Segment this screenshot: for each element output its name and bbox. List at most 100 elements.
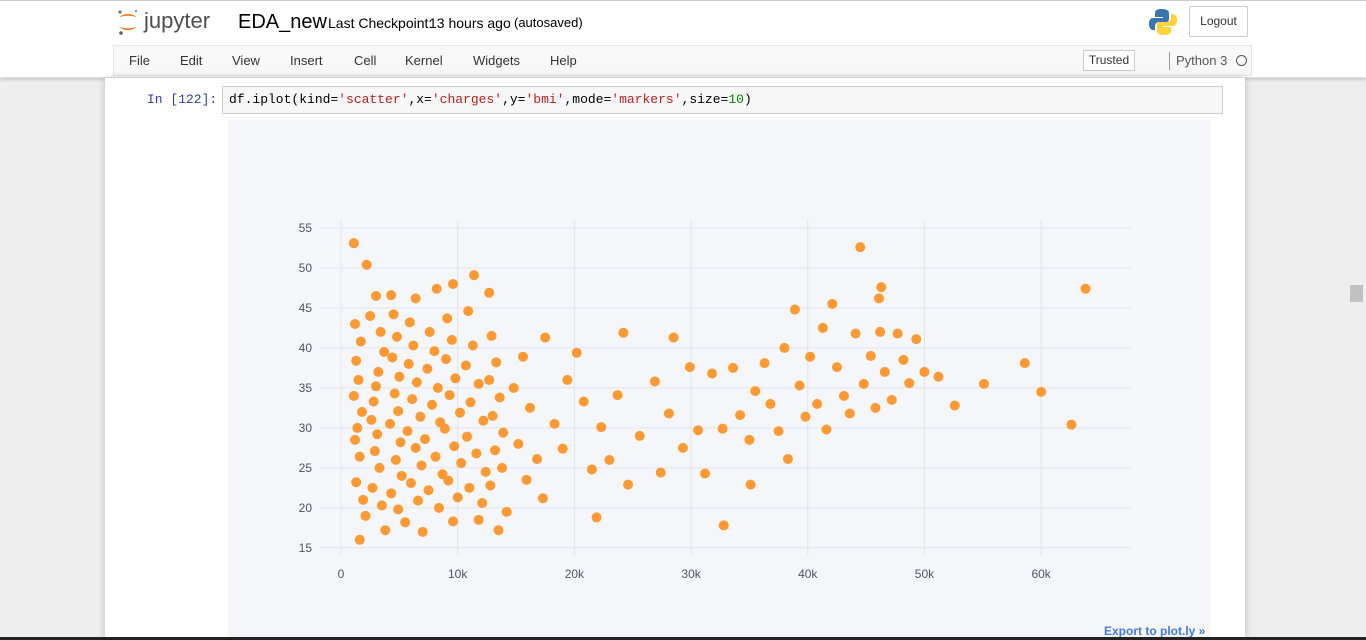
point xyxy=(367,482,378,493)
point xyxy=(393,504,404,515)
point xyxy=(348,390,359,401)
point xyxy=(386,488,397,499)
y-tick-label: 30 xyxy=(299,421,313,435)
menu-item[interactable]: Widgets xyxy=(473,53,520,68)
bottom-bar xyxy=(0,637,1366,640)
point xyxy=(668,332,679,343)
point xyxy=(369,446,380,457)
point xyxy=(374,462,385,473)
point xyxy=(478,415,489,426)
point xyxy=(351,477,362,488)
point xyxy=(1066,419,1077,430)
point xyxy=(361,259,372,270)
point xyxy=(805,351,816,362)
x-tick-label: 60k xyxy=(1031,567,1051,581)
point xyxy=(463,306,474,317)
point xyxy=(911,334,922,345)
point xyxy=(449,441,460,452)
point xyxy=(855,242,866,253)
point xyxy=(870,402,881,413)
point xyxy=(373,366,384,377)
point xyxy=(395,437,406,448)
point xyxy=(700,468,711,479)
checkpoint-time: 13 hours ago xyxy=(429,15,511,31)
point xyxy=(817,322,828,333)
point xyxy=(794,380,805,391)
point xyxy=(892,328,903,339)
point xyxy=(351,355,362,366)
point xyxy=(432,382,443,393)
point xyxy=(422,363,433,374)
point xyxy=(497,462,508,473)
menu-item[interactable]: Cell xyxy=(354,53,377,68)
code-token: ,x= xyxy=(408,92,432,107)
point xyxy=(396,470,407,481)
point xyxy=(612,390,623,401)
point xyxy=(876,282,887,293)
menu-item[interactable]: View xyxy=(232,53,260,68)
menu-item[interactable]: Kernel xyxy=(405,53,443,68)
point xyxy=(469,270,480,281)
point xyxy=(493,525,504,536)
point xyxy=(423,485,434,496)
point xyxy=(365,310,376,321)
point xyxy=(838,390,849,401)
point xyxy=(879,366,890,377)
notebook-name[interactable]: EDA_new xyxy=(238,11,327,33)
trusted-indicator[interactable]: Trusted xyxy=(1083,50,1135,71)
menu-item[interactable]: Help xyxy=(550,53,577,68)
point xyxy=(677,442,688,453)
menu-item[interactable]: Edit xyxy=(180,53,203,68)
menubar: File Edit View Insert Cell Kernel Widget… xyxy=(0,45,1366,78)
point xyxy=(441,354,452,365)
x-tick-label: 40k xyxy=(798,567,818,581)
point xyxy=(408,340,419,351)
separator xyxy=(1169,52,1170,70)
point xyxy=(400,517,411,528)
point xyxy=(394,371,405,382)
menu-item[interactable]: File xyxy=(129,53,150,68)
point xyxy=(508,382,519,393)
point xyxy=(491,357,502,368)
point xyxy=(379,346,390,357)
point xyxy=(886,394,897,405)
code-token: ,y= xyxy=(502,92,526,107)
point xyxy=(485,480,496,491)
point xyxy=(812,398,823,409)
point xyxy=(821,424,832,435)
code-cell[interactable]: df.iplot(kind='scatter',x='charges',y='b… xyxy=(222,86,1223,114)
point xyxy=(350,318,361,329)
point xyxy=(392,331,403,342)
point xyxy=(455,407,466,418)
logo-text[interactable]: jupyter xyxy=(144,8,211,33)
logout-button[interactable]: Logout xyxy=(1189,6,1248,37)
point xyxy=(655,467,666,478)
point xyxy=(388,309,399,320)
point xyxy=(490,445,501,456)
point xyxy=(745,479,756,490)
point xyxy=(411,377,422,388)
point xyxy=(473,378,484,389)
point xyxy=(498,427,509,438)
point xyxy=(429,346,440,357)
point xyxy=(773,426,784,437)
point xyxy=(386,290,397,301)
y-tick-label: 45 xyxy=(299,301,313,315)
point xyxy=(464,482,475,493)
point xyxy=(735,410,746,421)
point xyxy=(350,434,361,445)
point xyxy=(549,418,560,429)
scrollbar-thumb[interactable] xyxy=(1350,285,1363,302)
point xyxy=(465,397,476,408)
point xyxy=(487,410,498,421)
code-token: ) xyxy=(743,92,752,107)
point xyxy=(865,350,876,361)
point xyxy=(717,423,728,434)
point xyxy=(789,304,800,315)
point xyxy=(521,474,532,485)
export-link[interactable]: Export to plot.ly » xyxy=(1104,624,1206,638)
point xyxy=(444,390,455,401)
menu-item[interactable]: Insert xyxy=(290,53,323,68)
point xyxy=(371,290,382,301)
point xyxy=(467,340,478,351)
